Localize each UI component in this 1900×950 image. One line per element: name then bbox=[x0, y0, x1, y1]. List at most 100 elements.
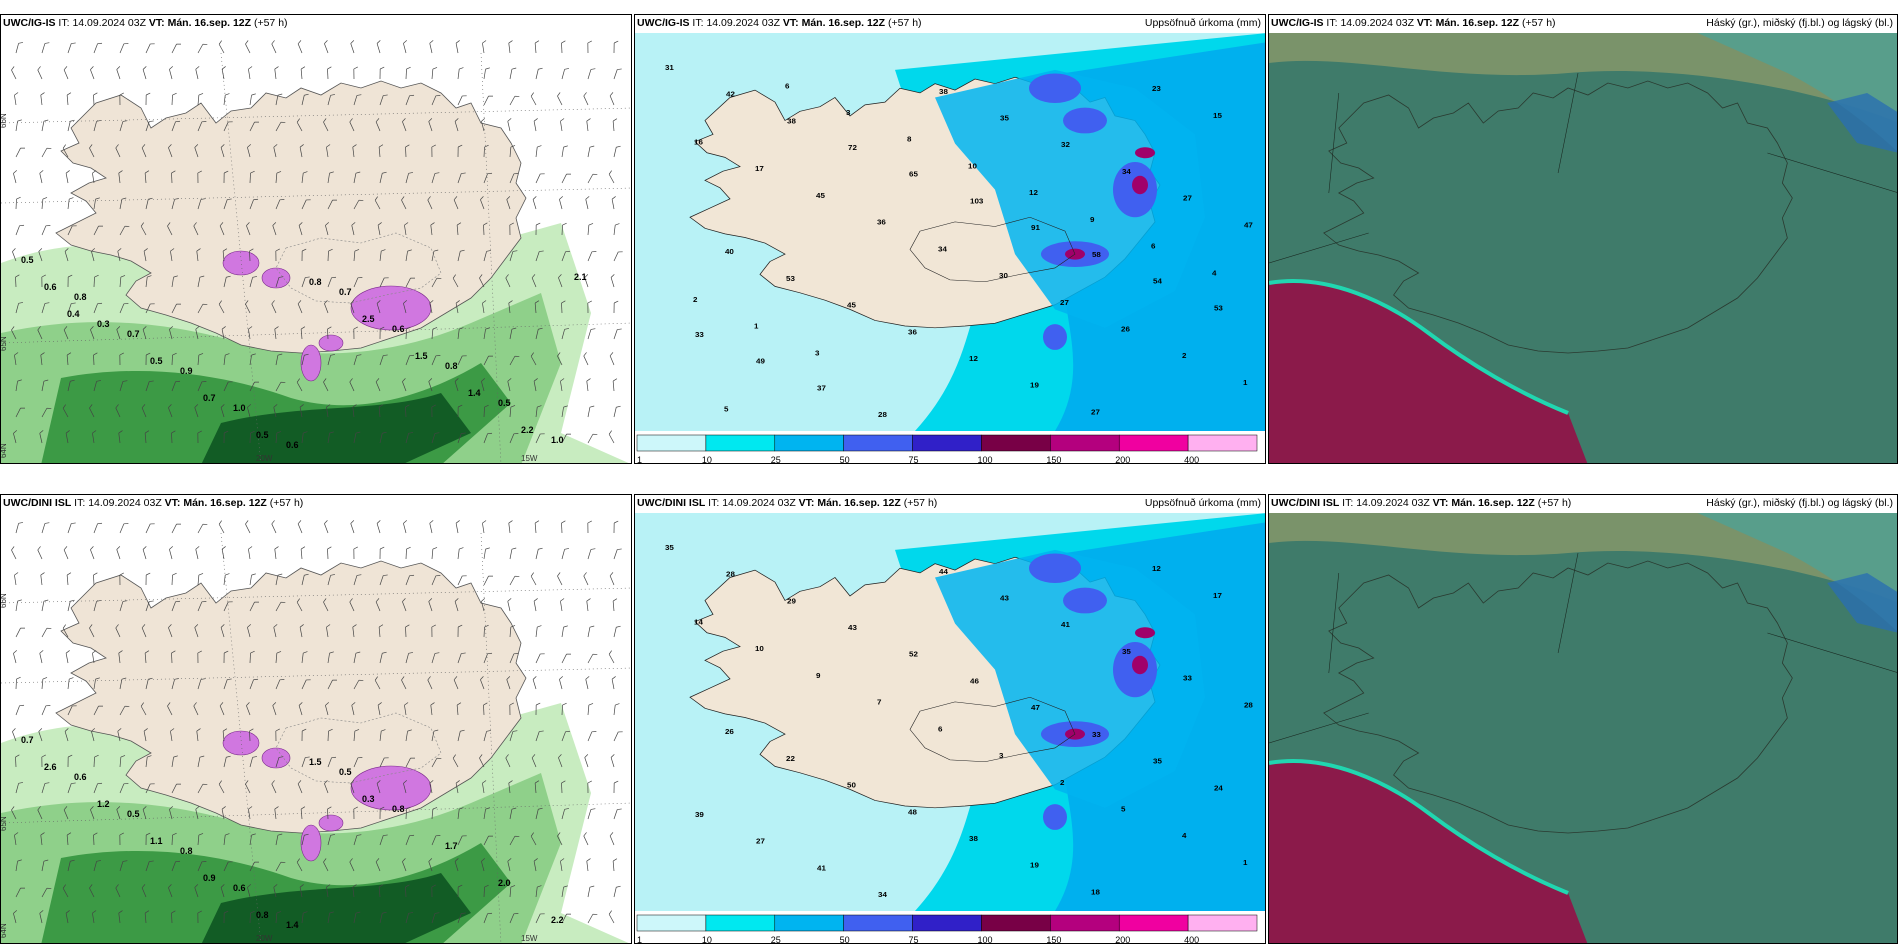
wind-barb bbox=[41, 197, 48, 210]
wind-barb bbox=[379, 911, 387, 924]
wind-barb bbox=[613, 520, 619, 534]
wind-barb bbox=[67, 754, 73, 768]
wind-barb bbox=[301, 248, 307, 262]
wind-barb bbox=[92, 910, 97, 924]
precip-value-label: 0.5 bbox=[127, 809, 140, 819]
wind-barb bbox=[197, 650, 202, 664]
wind-barb bbox=[452, 274, 459, 288]
wind-barb bbox=[401, 196, 407, 210]
wind-barb bbox=[67, 379, 75, 392]
wind-barb bbox=[483, 702, 488, 716]
intense-precip-cell bbox=[300, 344, 322, 382]
wind-barb bbox=[457, 327, 464, 340]
wind-barb bbox=[402, 858, 407, 872]
wind-barb bbox=[507, 598, 512, 612]
wind-barb bbox=[587, 433, 598, 444]
wind-barb bbox=[587, 328, 596, 340]
wind-barb bbox=[431, 807, 438, 820]
wind-barb bbox=[613, 223, 620, 236]
wind-barb bbox=[534, 520, 540, 534]
panel-precip-bottom: UWC/DINI ISL IT: 14.09.2024 03Z VT: Mán.… bbox=[634, 494, 1266, 944]
precip-amount-label: 26 bbox=[1121, 325, 1130, 334]
wind-barb bbox=[92, 650, 97, 664]
region-boundary bbox=[1557, 552, 1579, 654]
precip-amount-label: 31 bbox=[665, 63, 675, 72]
wind-barb bbox=[587, 913, 598, 924]
wind-barb bbox=[453, 196, 459, 210]
wind-barb bbox=[197, 861, 207, 872]
wind-barb bbox=[274, 326, 279, 340]
precip-value-label: 0.8 bbox=[309, 277, 322, 287]
wind-barb bbox=[275, 601, 286, 612]
precip-amount-label: 14 bbox=[694, 618, 704, 627]
longitude-line bbox=[480, 532, 502, 943]
precip-amount-label: 2 bbox=[1060, 778, 1064, 787]
wind-barb bbox=[428, 118, 433, 132]
wind-barb bbox=[401, 676, 407, 690]
wind-barb bbox=[375, 598, 381, 612]
wind-barb bbox=[456, 702, 462, 716]
wind-barb bbox=[197, 170, 202, 184]
colorbar-tick-label: 200 bbox=[1115, 455, 1130, 463]
wind-barb bbox=[483, 730, 492, 742]
wind-barb bbox=[41, 705, 51, 716]
wind-barb bbox=[481, 118, 485, 132]
latitude-label: 64N bbox=[1, 443, 8, 458]
wind-barb bbox=[405, 912, 414, 924]
cloud-edge-line bbox=[1269, 759, 1569, 895]
colorbar-swatch bbox=[1118, 434, 1189, 452]
wind-barb bbox=[431, 757, 442, 768]
wind-barb bbox=[327, 651, 334, 664]
precip-amount-label: 10 bbox=[968, 162, 977, 171]
longitude-label: 20W bbox=[256, 934, 273, 943]
wind-barb bbox=[612, 118, 618, 132]
wind-barb bbox=[611, 196, 616, 210]
precip-value-label: 1.2 bbox=[97, 799, 110, 809]
wind-barb bbox=[67, 677, 74, 690]
wind-barb bbox=[353, 94, 362, 106]
wind-barb bbox=[195, 546, 200, 560]
precip-amount-label: 34 bbox=[878, 890, 888, 899]
wind-barb bbox=[119, 197, 127, 210]
wind-barb bbox=[141, 884, 147, 898]
wind-barb bbox=[561, 913, 572, 924]
precip-amount-label: 28 bbox=[878, 410, 888, 419]
precip-amount-label: 15 bbox=[1213, 111, 1223, 120]
wind-barb bbox=[530, 572, 537, 586]
wind-barb bbox=[559, 196, 563, 210]
wind-barb bbox=[557, 572, 563, 586]
wind-barb bbox=[583, 352, 589, 366]
wind-barb bbox=[220, 624, 225, 638]
colorbar-tick-label: 1 bbox=[637, 455, 642, 463]
wind-barb bbox=[275, 651, 282, 664]
wind-barb bbox=[220, 884, 225, 898]
wind-barb bbox=[142, 546, 147, 560]
wind-barb bbox=[64, 728, 69, 742]
colorbar-swatch bbox=[912, 434, 982, 452]
low-cloud-area bbox=[1827, 93, 1897, 153]
wind-barb bbox=[535, 405, 542, 418]
wind-barb bbox=[457, 729, 465, 742]
wind-barb bbox=[275, 93, 283, 106]
wind-barb bbox=[349, 858, 355, 872]
precip-value-label: 2.5 bbox=[362, 314, 375, 324]
wind-barb bbox=[195, 66, 200, 80]
wind-barb bbox=[352, 624, 357, 638]
wind-barb bbox=[15, 887, 26, 898]
precip-100-cell bbox=[1132, 655, 1148, 675]
wind-barb bbox=[171, 678, 180, 690]
wind-barb bbox=[249, 861, 260, 872]
wind-barb bbox=[15, 42, 24, 54]
wind-barb bbox=[613, 625, 621, 638]
wind-barb bbox=[586, 378, 591, 392]
wind-barb bbox=[613, 885, 621, 898]
region-boundary bbox=[1557, 72, 1579, 174]
wind-barb bbox=[41, 225, 51, 236]
wind-barb bbox=[534, 780, 540, 794]
panel-product-title: Uppsöfnuð úrkoma (mm) bbox=[1144, 497, 1261, 509]
wind-barb bbox=[301, 756, 310, 768]
wind-barb bbox=[90, 326, 95, 340]
wind-barb bbox=[405, 354, 415, 366]
wind-barb bbox=[275, 431, 282, 444]
wind-barb bbox=[431, 67, 438, 80]
